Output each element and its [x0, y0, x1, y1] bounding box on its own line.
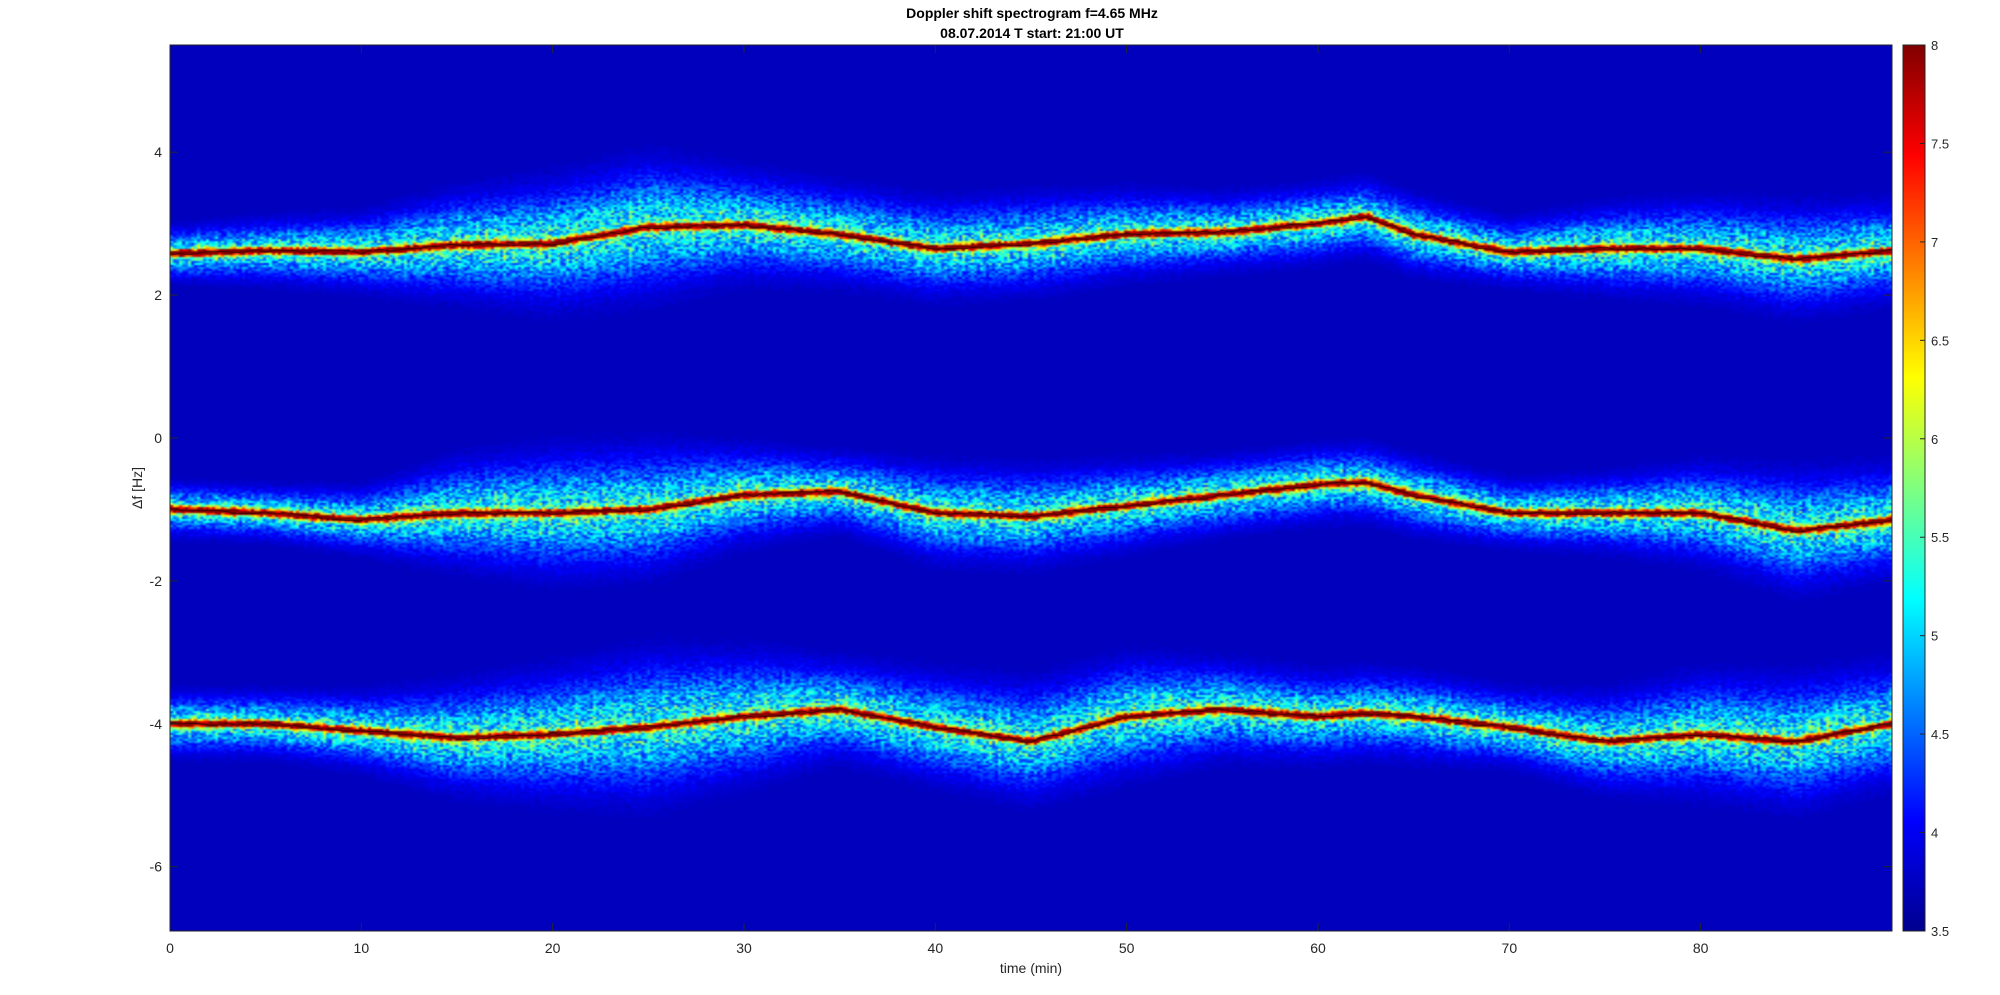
spectrogram-heatmap [170, 45, 1892, 931]
trace-line-1 [169, 216, 1893, 261]
x-tick-label: 70 [1502, 940, 1518, 956]
colorbar-tick-label: 6 [1931, 432, 1938, 447]
spectrogram-bands [169, 216, 1893, 743]
colorbar-tick-label: 4 [1931, 826, 1938, 841]
colorbar-tick-label: 7 [1931, 235, 1938, 250]
colorbar-tick-label: 5.5 [1931, 530, 1949, 545]
y-tick-label: 0 [154, 430, 162, 446]
x-tick-label: 80 [1693, 940, 1709, 956]
colorbar-tick-label: 6.5 [1931, 333, 1949, 348]
x-tick-label: 20 [545, 940, 561, 956]
x-tick-label: 50 [1119, 940, 1135, 956]
colorbar-tick-label: 7.5 [1931, 136, 1949, 151]
x-axis-label: time (min) [1000, 960, 1062, 976]
chart-title: Doppler shift spectrogram f=4.65 MHz [906, 5, 1158, 21]
y-tick-label: 2 [154, 287, 162, 303]
colorbar-tick-label: 3.5 [1931, 924, 1949, 939]
y-tick-label: -4 [150, 716, 163, 732]
colorbar-tick-label: 8 [1931, 38, 1938, 53]
x-axis: 0 10 20 30 40 50 60 70 80 [166, 45, 1709, 956]
x-tick-label: 60 [1310, 940, 1326, 956]
colorbar: 3.5 4 4.5 5 5.5 6 6.5 7 7.5 8 [1902, 38, 1949, 939]
plot-frame [169, 44, 1893, 932]
chart-subtitle: 08.07.2014 T start: 21:00 UT [940, 25, 1124, 41]
trace-line-2 [169, 481, 1893, 533]
trace-line-3 [169, 707, 1893, 743]
y-tick-label: 4 [154, 144, 162, 160]
colorbar-tick-label: 5 [1931, 629, 1938, 644]
x-tick-label: 10 [354, 940, 370, 956]
colorbar-ticks: 3.5 4 4.5 5 5.5 6 6.5 7 7.5 8 [1920, 38, 1949, 939]
colorbar-tick-label: 4.5 [1931, 727, 1949, 742]
y-axis-label: Δf [Hz] [129, 467, 145, 509]
x-tick-label: 30 [736, 940, 752, 956]
colorbar-gradient [1902, 44, 1926, 932]
y-tick-label: -2 [150, 573, 163, 589]
y-tick-label: -6 [150, 859, 163, 875]
y-axis: -6 -4 -2 0 2 4 [150, 144, 1892, 875]
plot-area [169, 44, 1893, 932]
x-tick-label: 0 [166, 940, 174, 956]
x-tick-label: 40 [928, 940, 944, 956]
